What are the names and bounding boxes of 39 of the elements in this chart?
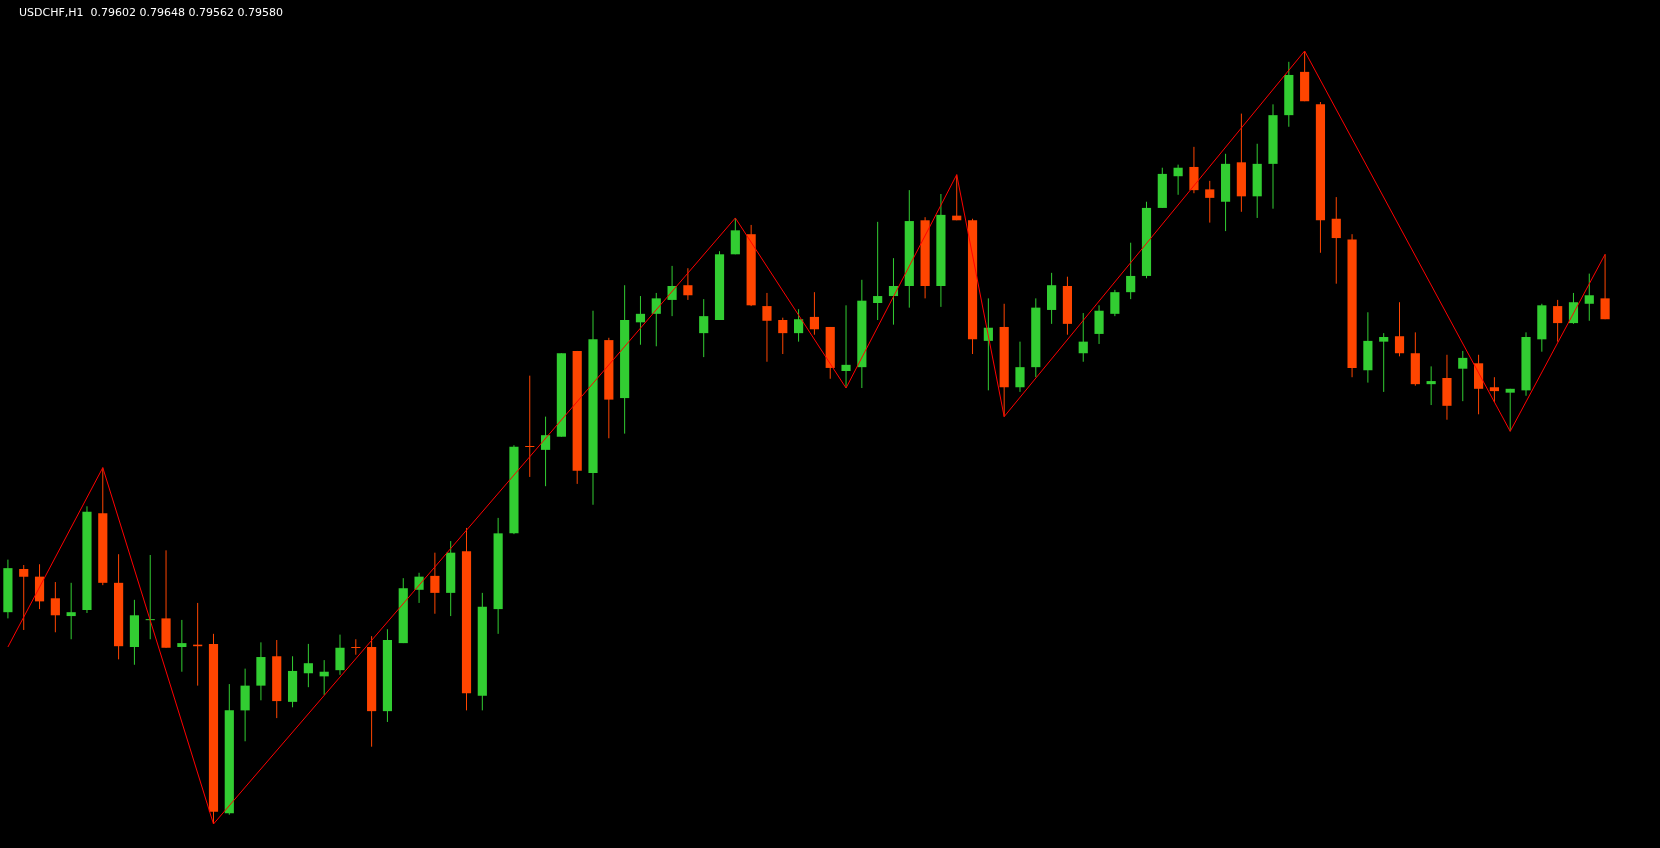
candlestick bbox=[1426, 365, 1436, 406]
candlestick bbox=[1078, 312, 1088, 363]
candlestick bbox=[841, 304, 851, 389]
candlestick bbox=[873, 221, 883, 321]
candlestick bbox=[1015, 341, 1025, 393]
candlestick bbox=[778, 317, 788, 355]
candlestick bbox=[1173, 164, 1183, 196]
candlestick bbox=[1126, 242, 1136, 300]
candlestick bbox=[303, 643, 313, 688]
candlestick bbox=[1553, 299, 1563, 343]
candlestick bbox=[1584, 273, 1594, 322]
candlestick bbox=[1489, 376, 1499, 403]
candlestick bbox=[177, 619, 187, 673]
candlestick bbox=[1331, 196, 1341, 285]
candlestick bbox=[1094, 304, 1104, 345]
candlestick bbox=[809, 291, 819, 336]
candlestick bbox=[1458, 350, 1468, 402]
candlestick bbox=[667, 265, 677, 317]
candlestick bbox=[1394, 301, 1405, 357]
candlestick bbox=[1189, 146, 1199, 194]
candlestick bbox=[335, 634, 345, 676]
candlestick bbox=[730, 217, 740, 255]
candlestick bbox=[1110, 289, 1120, 317]
candlestick bbox=[683, 267, 693, 301]
candlestick bbox=[635, 295, 646, 346]
candlestick bbox=[699, 298, 709, 358]
candlestick bbox=[1205, 180, 1215, 224]
candlestick bbox=[19, 564, 29, 631]
candlestick bbox=[762, 292, 772, 363]
candlestick bbox=[525, 375, 535, 478]
candlestick bbox=[1600, 253, 1610, 320]
candlestick bbox=[351, 638, 361, 656]
chart-title: USDCHF,H1 0.79602 0.79648 0.79562 0.79580 bbox=[19, 6, 283, 19]
candlestick bbox=[430, 552, 440, 615]
candlestick bbox=[794, 308, 804, 343]
candlestick bbox=[66, 582, 76, 640]
candlestick bbox=[50, 581, 60, 633]
candlestick bbox=[651, 292, 661, 347]
candlestick bbox=[1379, 332, 1389, 393]
